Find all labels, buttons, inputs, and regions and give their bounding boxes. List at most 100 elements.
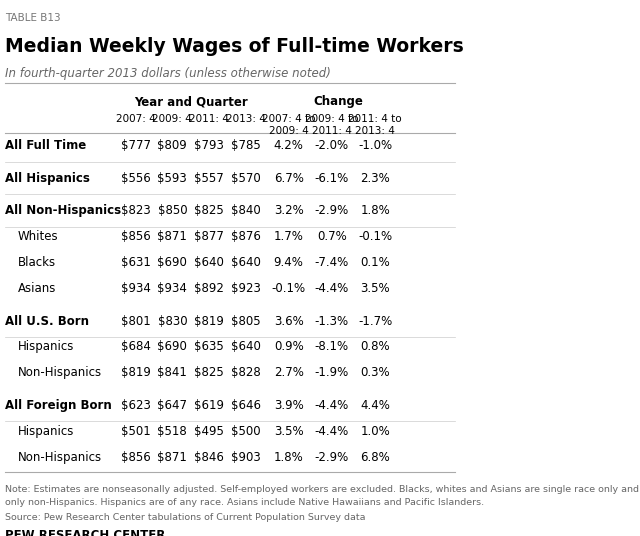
Text: $840: $840 xyxy=(231,204,260,218)
Text: $570: $570 xyxy=(231,172,260,185)
Text: -4.4%: -4.4% xyxy=(315,425,349,438)
Text: $640: $640 xyxy=(231,256,261,269)
Text: 4.2%: 4.2% xyxy=(274,139,303,152)
Text: 3.9%: 3.9% xyxy=(274,399,303,412)
Text: $841: $841 xyxy=(157,367,188,379)
Text: All Non-Hispanics: All Non-Hispanics xyxy=(4,204,121,218)
Text: 2.3%: 2.3% xyxy=(360,172,390,185)
Text: -4.4%: -4.4% xyxy=(315,282,349,295)
Text: 0.3%: 0.3% xyxy=(360,367,390,379)
Text: $846: $846 xyxy=(194,451,224,464)
Text: $518: $518 xyxy=(157,425,188,438)
Text: $647: $647 xyxy=(157,399,188,412)
Text: $495: $495 xyxy=(194,425,224,438)
Text: $684: $684 xyxy=(121,340,150,353)
Text: Asians: Asians xyxy=(17,282,56,295)
Text: Note: Estimates are nonseasonally adjusted. Self-employed workers are excluded. : Note: Estimates are nonseasonally adjust… xyxy=(4,485,640,494)
Text: 2007: 4 to
2009: 4: 2007: 4 to 2009: 4 xyxy=(262,114,316,136)
Text: $876: $876 xyxy=(231,230,261,243)
Text: $501: $501 xyxy=(121,425,150,438)
Text: Source: Pew Research Center tabulations of Current Population Survey data: Source: Pew Research Center tabulations … xyxy=(4,513,365,522)
Text: All Full Time: All Full Time xyxy=(4,139,86,152)
Text: All Hispanics: All Hispanics xyxy=(4,172,90,185)
Text: -4.4%: -4.4% xyxy=(315,399,349,412)
Text: -6.1%: -6.1% xyxy=(315,172,349,185)
Text: $871: $871 xyxy=(157,451,188,464)
Text: 2011: 4: 2011: 4 xyxy=(189,114,229,124)
Text: 0.7%: 0.7% xyxy=(317,230,347,243)
Text: $646: $646 xyxy=(231,399,261,412)
Text: -0.1%: -0.1% xyxy=(358,230,392,243)
Text: Hispanics: Hispanics xyxy=(17,340,74,353)
Text: 0.1%: 0.1% xyxy=(360,256,390,269)
Text: 1.8%: 1.8% xyxy=(274,451,303,464)
Text: 3.6%: 3.6% xyxy=(274,315,303,327)
Text: Hispanics: Hispanics xyxy=(17,425,74,438)
Text: 0.9%: 0.9% xyxy=(274,340,303,353)
Text: -2.0%: -2.0% xyxy=(315,139,349,152)
Text: 6.8%: 6.8% xyxy=(360,451,390,464)
Text: $690: $690 xyxy=(157,256,188,269)
Text: $557: $557 xyxy=(195,172,224,185)
Text: $825: $825 xyxy=(195,204,224,218)
Text: Change: Change xyxy=(314,95,364,108)
Text: 1.7%: 1.7% xyxy=(274,230,303,243)
Text: All U.S. Born: All U.S. Born xyxy=(4,315,88,327)
Text: 1.8%: 1.8% xyxy=(360,204,390,218)
Text: -2.9%: -2.9% xyxy=(315,204,349,218)
Text: Median Weekly Wages of Full-time Workers: Median Weekly Wages of Full-time Workers xyxy=(4,36,463,56)
Text: -1.9%: -1.9% xyxy=(315,367,349,379)
Text: -7.4%: -7.4% xyxy=(315,256,349,269)
Text: $805: $805 xyxy=(231,315,260,327)
Text: 2013: 4: 2013: 4 xyxy=(226,114,266,124)
Text: -2.9%: -2.9% xyxy=(315,451,349,464)
Text: $856: $856 xyxy=(121,230,150,243)
Text: -8.1%: -8.1% xyxy=(315,340,349,353)
Text: Whites: Whites xyxy=(17,230,58,243)
Text: -1.0%: -1.0% xyxy=(358,139,392,152)
Text: $819: $819 xyxy=(121,367,150,379)
Text: TABLE B13: TABLE B13 xyxy=(4,13,60,24)
Text: $809: $809 xyxy=(157,139,188,152)
Text: Year and Quarter: Year and Quarter xyxy=(134,95,248,108)
Text: $635: $635 xyxy=(195,340,224,353)
Text: $825: $825 xyxy=(195,367,224,379)
Text: $830: $830 xyxy=(157,315,187,327)
Text: 2.7%: 2.7% xyxy=(274,367,303,379)
Text: 4.4%: 4.4% xyxy=(360,399,390,412)
Text: $593: $593 xyxy=(157,172,188,185)
Text: 3.5%: 3.5% xyxy=(274,425,303,438)
Text: $793: $793 xyxy=(194,139,224,152)
Text: 1.0%: 1.0% xyxy=(360,425,390,438)
Text: $619: $619 xyxy=(194,399,224,412)
Text: Non-Hispanics: Non-Hispanics xyxy=(17,367,102,379)
Text: $690: $690 xyxy=(157,340,188,353)
Text: PEW RESEARCH CENTER: PEW RESEARCH CENTER xyxy=(4,529,165,536)
Text: 3.5%: 3.5% xyxy=(360,282,390,295)
Text: $623: $623 xyxy=(121,399,150,412)
Text: $892: $892 xyxy=(194,282,224,295)
Text: $923: $923 xyxy=(231,282,261,295)
Text: $934: $934 xyxy=(121,282,150,295)
Text: $871: $871 xyxy=(157,230,188,243)
Text: $819: $819 xyxy=(194,315,224,327)
Text: $801: $801 xyxy=(121,315,150,327)
Text: -0.1%: -0.1% xyxy=(271,282,306,295)
Text: All Foreign Born: All Foreign Born xyxy=(4,399,111,412)
Text: $934: $934 xyxy=(157,282,188,295)
Text: $850: $850 xyxy=(157,204,187,218)
Text: $556: $556 xyxy=(121,172,150,185)
Text: $777: $777 xyxy=(120,139,150,152)
Text: $500: $500 xyxy=(231,425,260,438)
Text: 2009: 4: 2009: 4 xyxy=(152,114,192,124)
Text: $640: $640 xyxy=(194,256,224,269)
Text: $640: $640 xyxy=(231,340,261,353)
Text: $823: $823 xyxy=(121,204,150,218)
Text: $631: $631 xyxy=(121,256,150,269)
Text: $785: $785 xyxy=(231,139,260,152)
Text: 6.7%: 6.7% xyxy=(274,172,303,185)
Text: -1.7%: -1.7% xyxy=(358,315,392,327)
Text: $903: $903 xyxy=(231,451,260,464)
Text: 2009: 4 to
2011: 4: 2009: 4 to 2011: 4 xyxy=(305,114,358,136)
Text: In fourth-quarter 2013 dollars (unless otherwise noted): In fourth-quarter 2013 dollars (unless o… xyxy=(4,67,330,80)
